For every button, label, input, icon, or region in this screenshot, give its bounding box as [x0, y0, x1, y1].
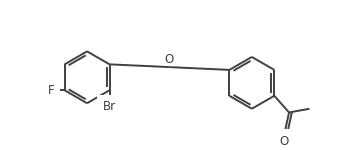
Text: O: O — [280, 135, 289, 148]
Text: O: O — [165, 53, 174, 66]
Text: Br: Br — [103, 100, 116, 113]
Text: F: F — [48, 84, 55, 97]
